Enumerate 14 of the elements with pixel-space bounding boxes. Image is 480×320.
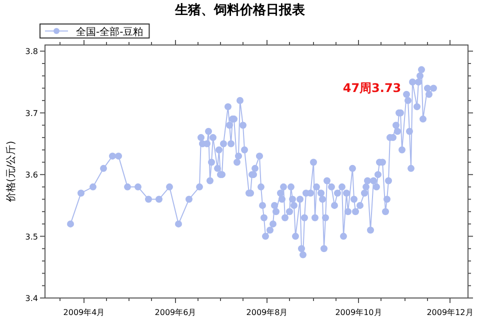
x-tick-label: 2009年12月 [426,308,474,317]
y-tick-label: 3.7 [25,108,38,118]
y-tick-label: 3.8 [25,47,38,56]
x-tick-label: 2009年4月 [63,308,105,317]
legend-label: 全国-全部-豆粕 [76,26,144,38]
y-tick-label: 3.5 [25,232,38,242]
y-tick-label: 3.6 [25,170,38,180]
y-axis-title: 价格(元/公斤) [5,140,17,204]
x-tick-label: 2009年6月 [154,308,196,317]
x-tick-label: 2009年10月 [335,308,382,317]
x-tick-label: 2009年8月 [246,308,288,317]
annotation: 47周3.73 [342,81,402,95]
chart-title: 生猪、饲料价格日报表 [174,3,306,18]
y-tick-label: 3.4 [25,294,38,303]
